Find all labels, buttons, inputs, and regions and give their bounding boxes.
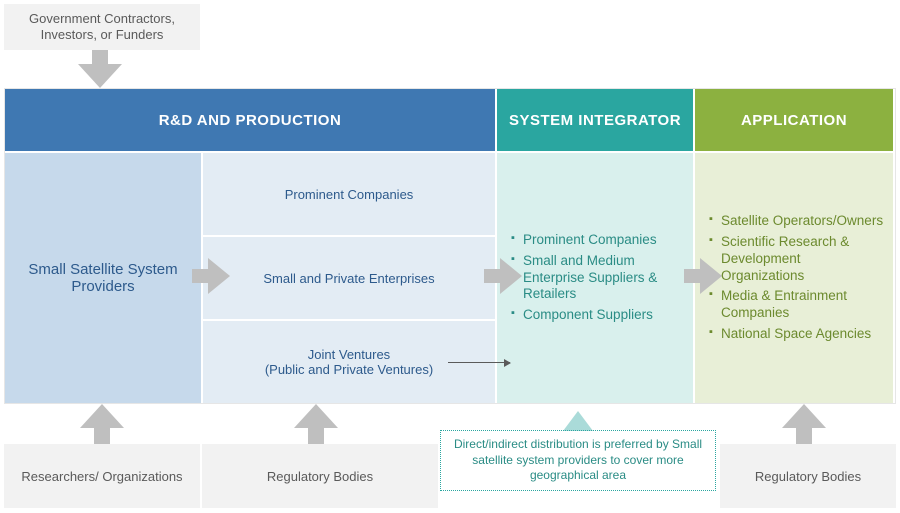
- si-box: Prominent Companies Small and Medium Ent…: [495, 151, 693, 403]
- bottom-row: Researchers/ Organizations Regulatory Bo…: [4, 444, 896, 508]
- main-panel: R&D AND PRODUCTION SYSTEM INTEGRATOR APP…: [4, 88, 896, 404]
- arrow-down-icon: [78, 50, 122, 88]
- cell-prominent-label: Prominent Companies: [285, 187, 414, 202]
- app-list: Satellite Operators/Owners Scientific Re…: [709, 209, 885, 347]
- thin-arrow-icon: [448, 362, 510, 363]
- content-row: Small Satellite System Providers Promine…: [5, 151, 895, 403]
- app-item: Media & Entrainment Companies: [709, 288, 885, 322]
- bottom-regulatory-2: Regulatory Bodies: [720, 444, 896, 508]
- funders-label: Government Contractors, Investors, or Fu…: [14, 11, 190, 44]
- companies-column: Prominent Companies Small and Private En…: [201, 151, 495, 403]
- funders-box: Government Contractors, Investors, or Fu…: [4, 4, 200, 50]
- cell-sme: Small and Private Enterprises: [201, 237, 495, 321]
- si-list: Prominent Companies Small and Medium Ent…: [511, 228, 679, 328]
- bottom-researchers: Researchers/ Organizations: [4, 444, 200, 508]
- bottom-regulatory-1: Regulatory Bodies: [202, 444, 438, 508]
- header-app-label: APPLICATION: [741, 112, 847, 129]
- header-si: SYSTEM INTEGRATOR: [495, 89, 693, 151]
- si-item: Small and Medium Enterprise Suppliers & …: [511, 253, 679, 304]
- app-item: Scientific Research & Development Organi…: [709, 234, 885, 285]
- app-item: Satellite Operators/Owners: [709, 213, 885, 230]
- providers-label: Small Satellite System Providers: [19, 261, 187, 295]
- bottom-researchers-label: Researchers/ Organizations: [21, 469, 182, 484]
- arrow-up-icon: [294, 404, 338, 444]
- bottom-regulatory-1-label: Regulatory Bodies: [267, 469, 373, 484]
- cell-prominent: Prominent Companies: [201, 153, 495, 237]
- callout-container: Direct/indirect distribution is preferre…: [440, 444, 720, 508]
- app-box: Satellite Operators/Owners Scientific Re…: [693, 151, 893, 403]
- arrow-up-icon: [80, 404, 124, 444]
- providers-box: Small Satellite System Providers: [5, 151, 201, 403]
- callout-box: Direct/indirect distribution is preferre…: [440, 430, 716, 491]
- callout-text: Direct/indirect distribution is preferre…: [454, 437, 702, 482]
- header-row: R&D AND PRODUCTION SYSTEM INTEGRATOR APP…: [5, 89, 895, 151]
- app-item: National Space Agencies: [709, 326, 885, 343]
- si-item: Component Suppliers: [511, 307, 679, 324]
- header-rnd: R&D AND PRODUCTION: [5, 89, 495, 151]
- header-app: APPLICATION: [693, 89, 893, 151]
- arrow-up-icon: [782, 404, 826, 444]
- cell-jv-label: Joint Ventures (Public and Private Ventu…: [265, 347, 433, 377]
- si-item: Prominent Companies: [511, 232, 679, 249]
- cell-sme-label: Small and Private Enterprises: [263, 271, 434, 286]
- bottom-regulatory-2-label: Regulatory Bodies: [755, 469, 861, 484]
- header-si-label: SYSTEM INTEGRATOR: [509, 112, 681, 129]
- header-rnd-label: R&D AND PRODUCTION: [159, 112, 342, 129]
